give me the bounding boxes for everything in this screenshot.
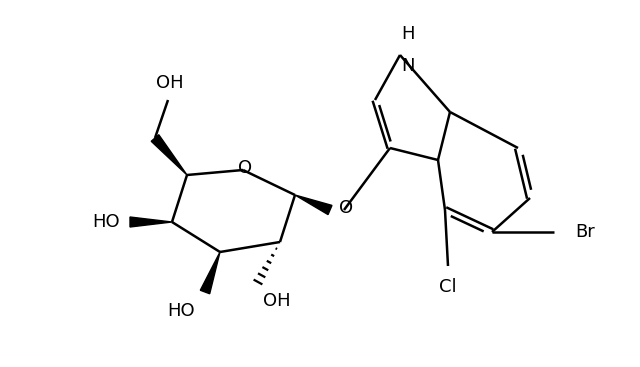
Text: O: O	[339, 199, 353, 217]
Polygon shape	[151, 135, 187, 175]
Text: HO: HO	[92, 213, 120, 231]
Text: N: N	[401, 57, 415, 75]
Polygon shape	[130, 217, 172, 227]
Text: OH: OH	[263, 292, 291, 310]
Text: H: H	[401, 25, 415, 43]
Text: HO: HO	[168, 302, 195, 320]
Text: Br: Br	[575, 223, 595, 241]
Text: OH: OH	[156, 74, 184, 92]
Polygon shape	[200, 252, 220, 294]
Text: O: O	[238, 159, 252, 177]
Polygon shape	[295, 195, 332, 215]
Text: Cl: Cl	[439, 278, 457, 296]
